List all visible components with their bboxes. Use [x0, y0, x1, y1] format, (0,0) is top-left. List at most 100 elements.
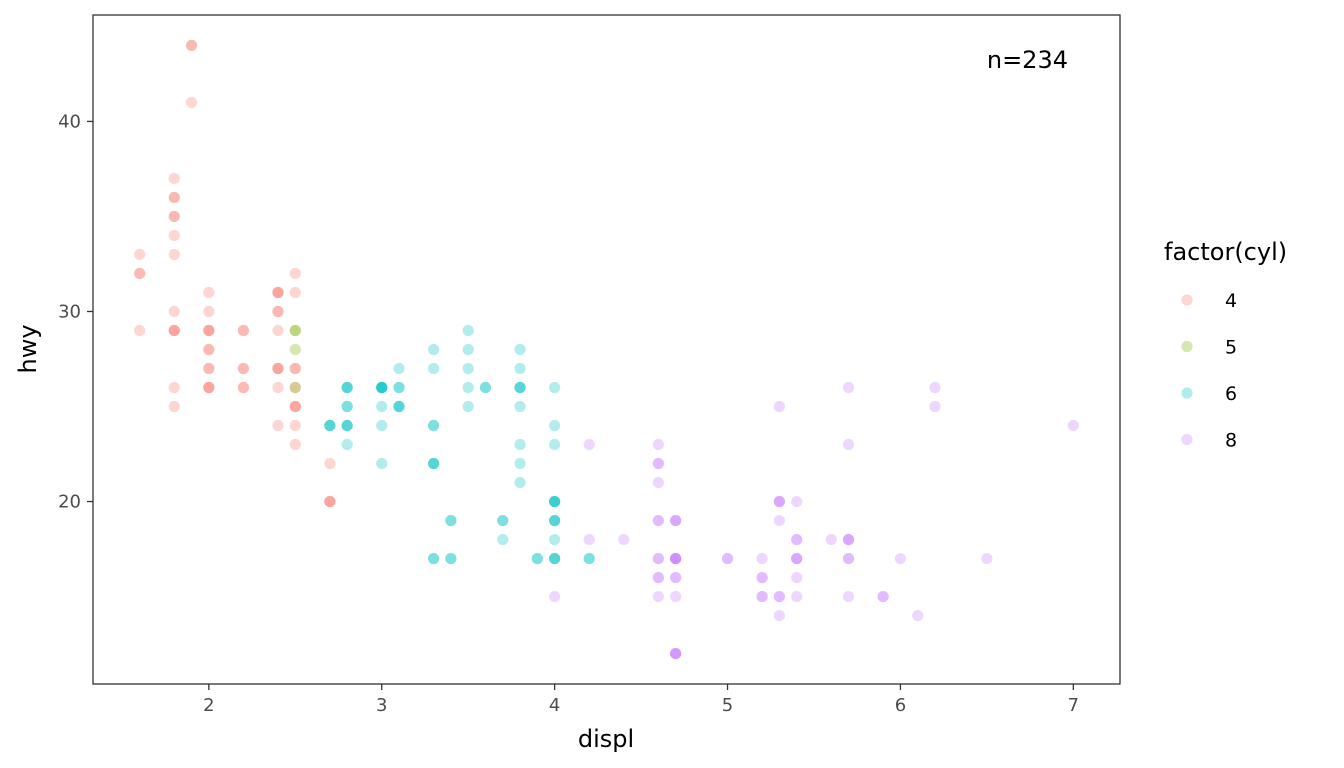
- data-point-cyl-6: [341, 400, 353, 413]
- data-point-cyl-4: [203, 362, 215, 375]
- data-point-cyl-4: [289, 362, 301, 375]
- data-point-cyl-4: [289, 400, 301, 413]
- data-point-cyl-8: [670, 571, 682, 584]
- data-point-cyl-4: [203, 381, 215, 394]
- data-point-cyl-8: [877, 590, 889, 603]
- data-point-cyl-6: [514, 362, 526, 375]
- data-point-cyl-8: [549, 590, 561, 603]
- data-point-cyl-8: [670, 647, 682, 660]
- data-point-cyl-4: [289, 267, 301, 280]
- data-point-cyl-6: [376, 457, 388, 470]
- x-tick-label: 2: [203, 695, 214, 716]
- data-point-cyl-4: [203, 286, 215, 299]
- data-point-cyl-8: [773, 590, 785, 603]
- data-point-cyl-6: [376, 381, 388, 394]
- data-point-cyl-8: [791, 533, 803, 546]
- data-point-cyl-6: [549, 381, 561, 394]
- data-point-cyl-4: [289, 400, 301, 413]
- plot-background: [93, 15, 1120, 684]
- data-point-cyl-4: [185, 39, 198, 52]
- legend-items: 4 5 6 8: [1181, 290, 1237, 452]
- legend-key-cyl-8: [1181, 433, 1193, 446]
- data-point-cyl-8: [791, 571, 803, 584]
- data-point-cyl-8: [670, 552, 682, 565]
- points-layer: [134, 39, 1079, 660]
- legend-label-cyl-6: 6: [1225, 383, 1237, 405]
- data-point-cyl-8: [652, 590, 664, 603]
- data-point-cyl-8: [929, 381, 941, 394]
- data-point-cyl-8: [791, 552, 803, 565]
- data-point-cyl-4: [203, 343, 215, 356]
- legend: factor(cyl) 4 5 6 8: [1164, 238, 1287, 452]
- data-point-cyl-6: [514, 476, 526, 489]
- data-point-cyl-4: [272, 286, 284, 299]
- legend-title: factor(cyl): [1164, 238, 1287, 266]
- data-point-cyl-4: [168, 305, 180, 318]
- data-point-cyl-8: [652, 438, 664, 451]
- data-point-cyl-4: [168, 210, 180, 223]
- data-point-cyl-8: [773, 495, 785, 508]
- data-point-cyl-8: [756, 571, 768, 584]
- data-point-cyl-8: [618, 533, 630, 546]
- data-point-cyl-4: [168, 324, 180, 337]
- data-point-cyl-6: [393, 400, 405, 413]
- data-point-cyl-4: [168, 324, 180, 337]
- data-point-cyl-8: [670, 647, 682, 660]
- data-point-cyl-4: [237, 362, 250, 375]
- x-axis: 2 3 4 5 6 7: [203, 684, 1079, 716]
- data-point-cyl-4: [203, 305, 215, 318]
- data-point-cyl-6: [393, 381, 405, 394]
- data-point-cyl-4: [168, 210, 180, 223]
- y-tick-label: 30: [58, 301, 81, 322]
- data-point-cyl-8: [981, 552, 993, 565]
- data-point-cyl-6: [341, 419, 353, 432]
- data-point-cyl-6: [341, 381, 353, 394]
- data-point-cyl-8: [670, 552, 682, 565]
- data-point-cyl-4: [289, 438, 301, 451]
- data-point-cyl-8: [670, 514, 682, 527]
- data-point-cyl-6: [583, 552, 595, 565]
- data-point-cyl-8: [652, 514, 664, 527]
- data-point-cyl-6: [428, 419, 440, 432]
- data-point-cyl-4: [203, 324, 215, 337]
- data-point-cyl-8: [670, 552, 682, 565]
- data-point-cyl-4: [237, 324, 250, 337]
- data-point-cyl-4: [272, 305, 284, 318]
- data-point-cyl-6: [531, 552, 543, 565]
- data-point-cyl-4: [134, 267, 146, 280]
- data-point-cyl-8: [842, 552, 855, 565]
- data-point-cyl-8: [670, 552, 682, 565]
- data-point-cyl-5: [289, 381, 301, 394]
- data-point-cyl-8: [929, 400, 941, 413]
- data-point-cyl-8: [670, 514, 682, 527]
- data-point-cyl-6: [514, 457, 526, 470]
- data-point-cyl-6: [376, 381, 388, 394]
- legend-label-cyl-4: 4: [1225, 290, 1237, 312]
- data-point-cyl-4: [272, 362, 284, 375]
- data-point-cyl-6: [549, 419, 561, 432]
- y-axis: 20 30 40: [58, 111, 93, 513]
- data-point-cyl-8: [842, 533, 855, 546]
- data-point-cyl-6: [428, 457, 440, 470]
- data-point-cyl-4: [168, 400, 180, 413]
- data-point-cyl-8: [791, 552, 803, 565]
- data-point-cyl-4: [272, 419, 284, 432]
- data-point-cyl-6: [497, 514, 509, 527]
- data-point-cyl-6: [341, 419, 353, 432]
- data-point-cyl-6: [549, 533, 561, 546]
- data-point-cyl-4: [203, 381, 215, 394]
- data-point-cyl-8: [842, 438, 855, 451]
- data-point-cyl-4: [168, 172, 180, 185]
- data-point-cyl-4: [237, 381, 250, 394]
- data-point-cyl-6: [393, 400, 405, 413]
- data-point-cyl-6: [324, 419, 336, 432]
- data-point-cyl-4: [168, 191, 180, 204]
- data-point-cyl-4: [272, 362, 284, 375]
- data-point-cyl-8: [652, 514, 664, 527]
- data-point-cyl-8: [791, 495, 803, 508]
- data-point-cyl-8: [721, 552, 734, 565]
- data-point-cyl-8: [877, 590, 889, 603]
- data-point-cyl-6: [341, 400, 353, 413]
- data-point-cyl-6: [497, 533, 509, 546]
